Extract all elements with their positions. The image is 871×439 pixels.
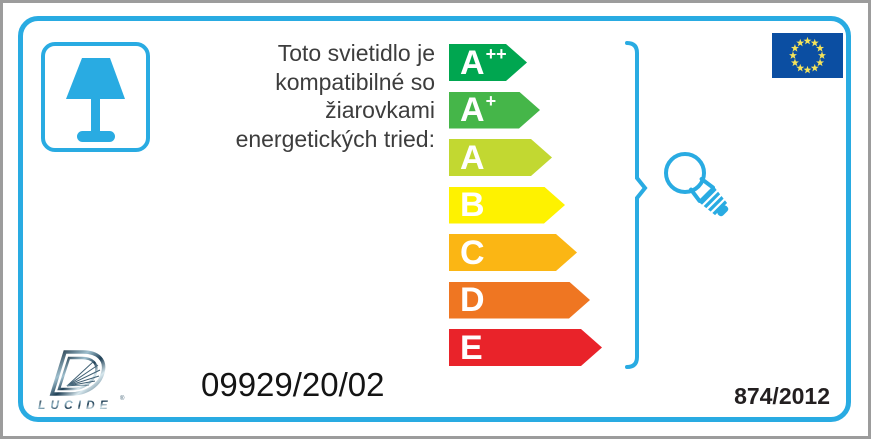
energy-class-superscript: ++ <box>485 43 507 64</box>
energy-class-superscript: + <box>485 91 497 111</box>
product-code: 09929/20/02 <box>201 366 385 403</box>
energy-class-letter: A <box>460 91 485 129</box>
light-bulb-icon <box>645 138 740 233</box>
energy-class-arrow-b: B <box>449 187 565 224</box>
curly-brace-icon <box>612 36 654 376</box>
energy-class-letter: E <box>460 328 483 367</box>
energy-class-letter: C <box>460 233 485 272</box>
lucide-brand-name: LUCIDE <box>38 398 113 412</box>
energy-class-arrow-e: E <box>449 329 602 366</box>
registered-trademark-symbol: ® <box>120 395 125 402</box>
energy-class-arrow-a-plus-plus: A ++ <box>449 44 527 81</box>
lamp-pictogram-box <box>41 42 150 152</box>
lucide-logo: LUCIDE ® <box>36 350 126 414</box>
energy-class-arrow-a: A <box>449 139 552 176</box>
label-border-frame <box>18 16 851 422</box>
energy-class-scale: A ++ A + A B C D E <box>449 44 602 377</box>
energy-class-letter: B <box>460 186 485 224</box>
lucide-logo-mark: LUCIDE ® <box>38 350 125 412</box>
compatibility-text: Toto svietidlo je kompatibilné so žiarov… <box>235 40 435 152</box>
energy-class-arrow-c: C <box>449 234 577 271</box>
energy-class-letter: D <box>460 281 485 319</box>
table-lamp-icon <box>66 58 125 142</box>
energy-class-arrow-a-plus: A + <box>449 92 540 129</box>
eu-flag-stars <box>772 33 843 78</box>
energy-class-arrow-d: D <box>449 282 590 319</box>
energy-class-letter: A <box>460 138 485 177</box>
energy-class-letter: A <box>460 43 485 82</box>
eu-flag <box>772 33 843 78</box>
regulation-number: 874/2012 <box>734 383 830 409</box>
